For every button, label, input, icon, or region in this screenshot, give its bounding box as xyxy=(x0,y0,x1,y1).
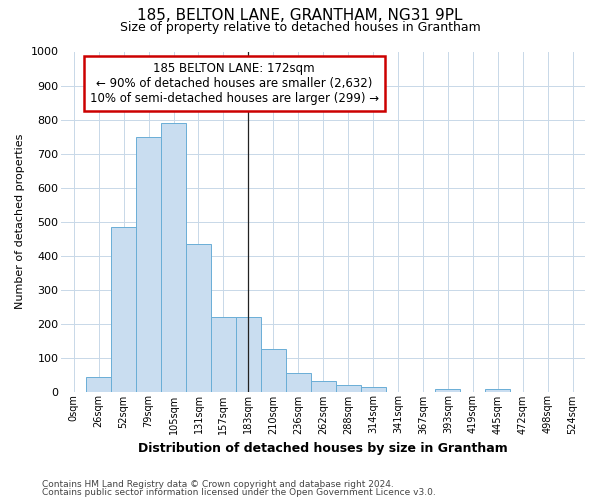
Text: Contains public sector information licensed under the Open Government Licence v3: Contains public sector information licen… xyxy=(42,488,436,497)
X-axis label: Distribution of detached houses by size in Grantham: Distribution of detached houses by size … xyxy=(138,442,508,455)
Bar xyxy=(136,136,161,392)
Text: 185 BELTON LANE: 172sqm
← 90% of detached houses are smaller (2,632)
10% of semi: 185 BELTON LANE: 172sqm ← 90% of detache… xyxy=(89,62,379,104)
Y-axis label: Number of detached properties: Number of detached properties xyxy=(15,134,25,309)
Bar xyxy=(211,316,236,392)
Bar xyxy=(335,386,361,392)
Bar xyxy=(86,377,111,392)
Bar xyxy=(111,226,136,392)
Bar xyxy=(436,389,460,392)
Bar xyxy=(286,373,311,392)
Bar xyxy=(485,389,510,392)
Text: Contains HM Land Registry data © Crown copyright and database right 2024.: Contains HM Land Registry data © Crown c… xyxy=(42,480,394,489)
Bar xyxy=(236,316,261,392)
Bar xyxy=(186,244,211,392)
Bar xyxy=(361,388,386,392)
Bar xyxy=(161,123,186,392)
Text: 185, BELTON LANE, GRANTHAM, NG31 9PL: 185, BELTON LANE, GRANTHAM, NG31 9PL xyxy=(137,8,463,22)
Text: Size of property relative to detached houses in Grantham: Size of property relative to detached ho… xyxy=(119,21,481,34)
Bar xyxy=(261,349,286,392)
Bar xyxy=(311,382,335,392)
